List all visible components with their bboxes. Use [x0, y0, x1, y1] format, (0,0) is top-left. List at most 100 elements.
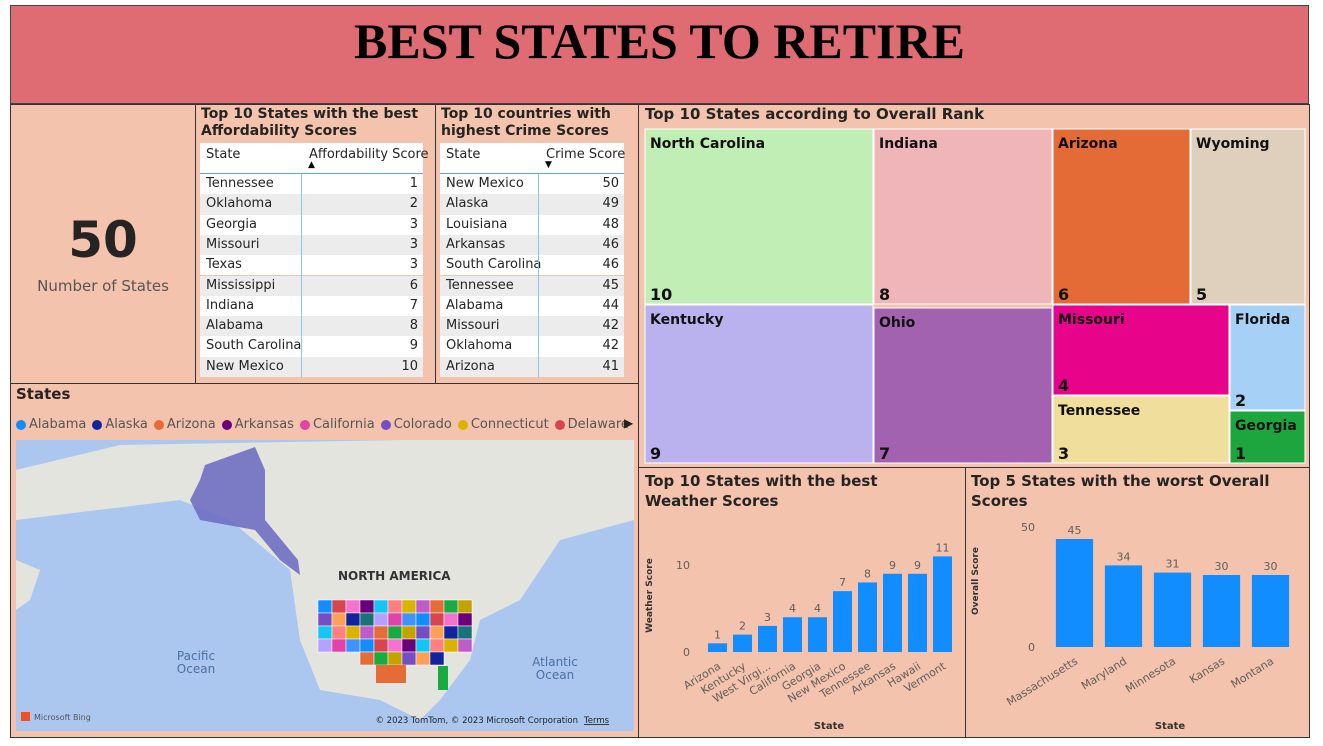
cell: 3 [409, 216, 418, 232]
legend-label: Delaware [567, 417, 629, 432]
dashboard-title: BEST STATES TO RETIRE [354, 13, 965, 69]
cell: 42 [602, 338, 619, 354]
cell: Oklahoma [206, 196, 273, 212]
legend-item: Colorado [380, 417, 452, 432]
kpi-label: Number of States [37, 277, 169, 295]
cell: Oklahoma [446, 338, 513, 354]
cell: 9 [409, 338, 418, 354]
table-row [440, 316, 624, 337]
cell: New Mexico [446, 176, 524, 191]
cell: Georgia [206, 216, 257, 232]
table-row [200, 356, 423, 377]
cell: 48 [602, 216, 619, 232]
header: BEST STATES TO RETIRE [10, 5, 1309, 104]
legend-label: Arizona [166, 417, 216, 432]
cell: 44 [602, 297, 619, 313]
legend-item: Connecticut [457, 417, 549, 432]
cell: 49 [602, 196, 619, 212]
cell: 2 [409, 196, 418, 212]
table-row [440, 255, 624, 276]
cell: 1 [409, 176, 418, 191]
table-row [200, 174, 423, 195]
cell: South Carolina [206, 338, 302, 354]
table-row [200, 214, 423, 235]
legend-dot [299, 419, 310, 430]
legend-arrow[interactable]: ▶ [624, 416, 634, 430]
kpi-value: 50 [68, 211, 138, 269]
cell: 50 [602, 176, 619, 191]
table-row [200, 295, 423, 317]
cell: Tennessee [206, 176, 274, 191]
treemap-panel [638, 104, 1310, 468]
column-header: Crime Score [546, 147, 626, 162]
cell: 6 [409, 277, 418, 293]
legend-label: Alaska [105, 417, 148, 432]
table-row [200, 255, 423, 276]
legend-dot [221, 419, 232, 430]
table-row [440, 295, 624, 317]
map-panel [10, 383, 639, 738]
table-row [440, 275, 624, 296]
map-title: States [16, 385, 71, 403]
column-header: Affordability Score [309, 147, 429, 162]
column-divider [538, 174, 539, 377]
cell: Alaska [446, 196, 489, 212]
cell: 42 [602, 318, 619, 334]
cell: Tennessee [446, 277, 514, 293]
table-row [440, 234, 624, 256]
cell: 10 [401, 358, 418, 374]
table-row [200, 234, 423, 256]
legend-label: Connecticut [470, 417, 549, 432]
cell: 7 [409, 297, 418, 313]
cell: New Mexico [206, 358, 284, 374]
table-row [200, 316, 423, 337]
table-row [440, 194, 624, 215]
legend-label: Colorado [393, 417, 452, 432]
sort-arrow: ▲ [308, 160, 315, 170]
legend-item: Arizona [153, 417, 216, 432]
kpi-card: 50 Number of States [10, 104, 196, 384]
legend-label: California [312, 417, 375, 432]
legend-dot [92, 419, 103, 430]
cell: Mississippi [206, 277, 276, 293]
cell: Missouri [206, 236, 260, 252]
legend-dot [16, 419, 26, 430]
cell: Texas [206, 257, 242, 273]
legend-item: California [299, 417, 375, 432]
legend-label: Alabama [29, 417, 87, 432]
cell: 3 [409, 257, 418, 273]
legend-item: Arkansas [221, 417, 294, 432]
cell: 41 [602, 358, 619, 374]
chart-title: Top 10 States according to Overall Rank [645, 105, 985, 123]
table-title: Top 10 States with the best Affordabilit… [201, 106, 419, 139]
legend-dot [380, 419, 391, 430]
legend-dot [153, 419, 164, 430]
table-row [200, 194, 423, 215]
cell: Alabama [446, 297, 504, 313]
cell: Alabama [206, 318, 264, 334]
sort-arrow: ▼ [545, 160, 552, 170]
table-row [440, 336, 624, 357]
table-row [440, 356, 624, 377]
legend-dot [457, 419, 468, 430]
legend-item: Alaska [92, 417, 148, 432]
table-row [200, 336, 423, 357]
cell: Arizona [446, 358, 495, 374]
cell: 8 [409, 318, 418, 334]
table-row [200, 275, 423, 296]
cell: Louisiana [446, 216, 508, 232]
cell: 3 [409, 236, 418, 252]
map-legend: Alabama Alaska Arizona Arkansas California Co… [16, 417, 629, 432]
legend-item: Alabama [16, 417, 86, 432]
cell: Indiana [206, 297, 255, 313]
table-row [440, 214, 624, 235]
chart-title: Top 5 States with the worst Overall Scor… [971, 472, 1270, 510]
legend-label: Arkansas [234, 417, 294, 432]
column-divider [301, 174, 302, 377]
cell: Missouri [446, 318, 500, 334]
column-header: State [206, 147, 241, 162]
legend-dot [554, 419, 565, 430]
cell: 45 [602, 277, 619, 293]
column-header: State [446, 147, 481, 162]
